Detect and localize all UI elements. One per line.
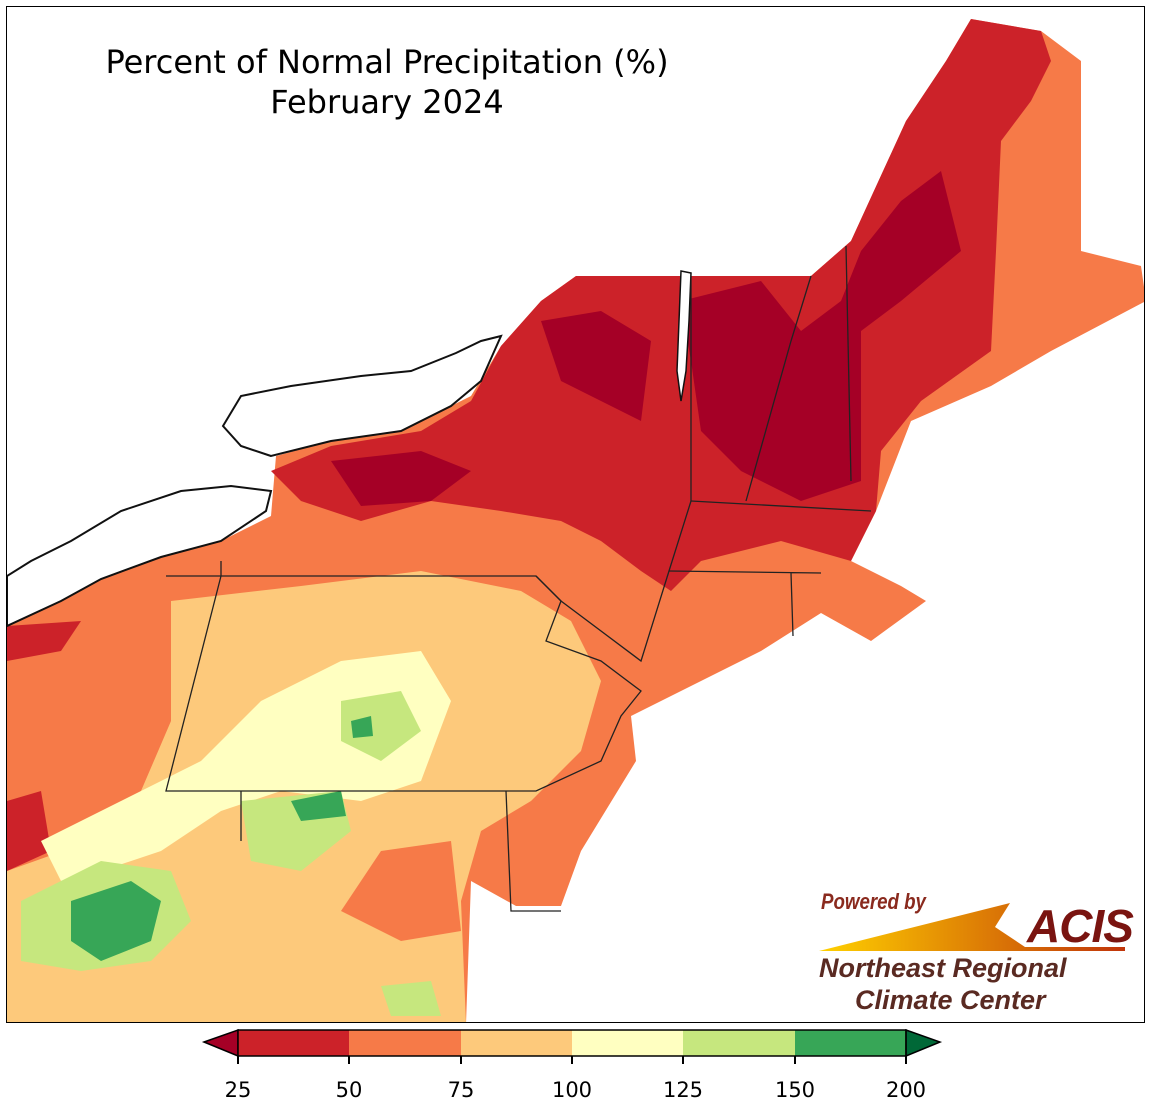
ny-border: [535, 500, 692, 663]
map-title: Percent of Normal Precipitation (%): [105, 43, 669, 81]
colorbar-tick-label: 125: [662, 1078, 704, 1102]
colorbar-tick-label: 50: [335, 1078, 363, 1102]
org-name-line2: Climate Center: [855, 985, 1046, 1015]
colorbar-75-100: [461, 1030, 572, 1056]
colorbar-over-arrow: [905, 1028, 943, 1058]
colorbar-tick-label: 75: [447, 1078, 475, 1102]
me-nh-border: [845, 245, 852, 482]
acis-swoosh-icon: [819, 903, 1125, 951]
ma-border: [668, 500, 872, 637]
colorbar-50-75: [349, 1030, 461, 1056]
org-name-line1: Northeast Regional: [819, 953, 1067, 983]
lake-erie: [7, 484, 273, 628]
colorbar-125-150: [683, 1030, 795, 1056]
map-subtitle: February 2024: [270, 83, 504, 121]
colorbar-25-50: [238, 1030, 349, 1056]
lake-ontario: [221, 334, 503, 458]
acis-text: ACIS: [1027, 900, 1134, 952]
colorbar-tick-label: 200: [885, 1078, 927, 1102]
powered-by-text: Powered by: [821, 889, 926, 914]
colorbar-tick-label: 100: [551, 1078, 593, 1102]
vt-nh-border: [690, 275, 812, 502]
md-de-border: [240, 790, 561, 912]
colorbar-under-arrow: [201, 1028, 239, 1058]
colorbar: [201, 1028, 943, 1064]
colorbar-tick-label: 25: [224, 1078, 252, 1102]
acis-logo: Powered by ACIS Northeast Regional Clima…: [815, 887, 1135, 1022]
colorbar-tick-label: 150: [774, 1078, 816, 1102]
colorbar-150-200: [795, 1030, 906, 1056]
colorbar-100-125: [572, 1030, 683, 1056]
map-frame: Percent of Normal Precipitation (%) Febr…: [6, 6, 1145, 1023]
precipitation-map: [7, 19, 1144, 1022]
